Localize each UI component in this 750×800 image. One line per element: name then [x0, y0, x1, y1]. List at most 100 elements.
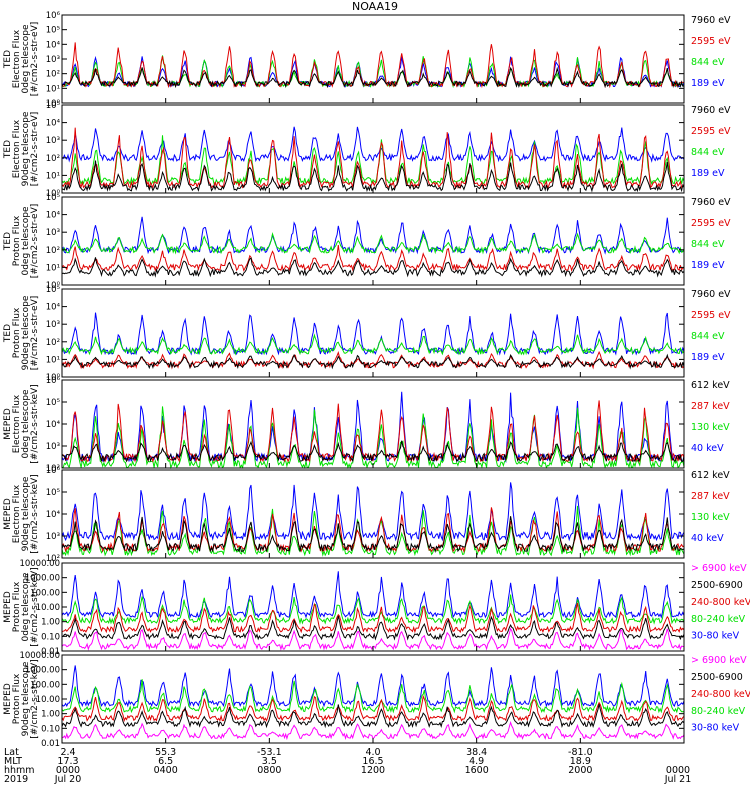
ylabel-6-1: MEPED [3, 498, 13, 530]
xtick-label-3-1: -53.1 [257, 747, 282, 758]
ylabel-7-4: [#/cm2-s-str-keV] [30, 567, 40, 646]
ytick-label-5-5: 10⁶ [46, 376, 61, 386]
ylabel-8-3: 90deg telescope [21, 661, 31, 736]
xaxis-row-label-4: 2019 [4, 774, 28, 785]
legend-entry-5-1: 612 keV [691, 380, 730, 391]
legend-entry-6-3: 130 keV [691, 512, 730, 523]
series-line-7-4 [61, 594, 685, 625]
ylabel-6-2: Electron Flux [12, 484, 22, 543]
ylabel-2-2: Electron Flux [12, 119, 22, 178]
ytick-label-1-1: 10⁰ [46, 99, 61, 109]
xtick-label-1-4: Jul 20 [54, 774, 82, 785]
series-line-7-5 [61, 571, 685, 619]
series-line-7-3 [61, 602, 685, 634]
series-line-8-3 [61, 694, 685, 723]
legend-entry-7-2: 2500-6900 [691, 580, 743, 591]
ylabel-6-3: 90deg telescope [21, 476, 31, 551]
series-line-6-3 [61, 505, 685, 557]
panel-6: 10² 10³ 10⁴ 10⁵ 10⁶ MEPED Electron Flux 90deg t… [3, 466, 730, 564]
series-line-3-2 [61, 244, 685, 273]
xtick-label-2-1: 55.3 [155, 747, 176, 758]
legend-entry-8-4: 80-240 keV [691, 706, 746, 717]
xtick-label-4-2: 16.5 [362, 756, 383, 767]
ytick-label-2-6: 10⁵ [46, 101, 60, 111]
legend-entry-4-1: 7960 eV [691, 289, 731, 300]
ytick-label-1-5: 10⁴ [46, 40, 61, 50]
ytick-label-6-3: 10⁴ [46, 510, 61, 520]
legend-entry-6-4: 40 keV [691, 533, 724, 544]
ytick-label-4-4: 10³ [46, 320, 60, 330]
series-line-8-4 [61, 679, 685, 714]
panel-frame-1 [61, 14, 685, 104]
series-line-4-3 [61, 333, 685, 356]
ytick-label-3-6: 10⁵ [46, 193, 60, 203]
series-line-4-1 [61, 353, 685, 370]
ytick-label-8-1: 0.01 [41, 739, 60, 749]
ytick-label-8-2: 0.10 [41, 724, 60, 734]
panel-5: 10² 10³ 10⁴ 10⁵ 10⁶ MEPED Electron Flux 0deg te… [3, 376, 730, 474]
legend-entry-5-2: 287 keV [691, 401, 730, 412]
legend-entry-7-3: 240-800 keV [691, 597, 750, 608]
panel-2: 10⁰ 10¹ 10² 10³ 10⁴ 10⁵ TED Electron Flux 90deg … [3, 101, 731, 199]
legend-entry-1-2: 2595 eV [691, 36, 731, 47]
ylabel-7-3: 0deg telescope [21, 572, 31, 642]
ytick-label-4-2: 10¹ [46, 355, 60, 365]
series-line-3-4 [61, 216, 685, 255]
ytick-label-4-5: 10⁴ [46, 303, 61, 313]
legend-entry-8-1: > 6900 keV [691, 655, 747, 666]
series-line-7-2 [61, 615, 685, 641]
ytick-label-3-1: 10⁰ [46, 281, 61, 291]
ytick-label-7-3: 1.00 [41, 618, 60, 628]
chart-title: NOAA19 [351, 0, 399, 13]
ytick-label-7-6: 1000.00 [25, 574, 60, 584]
ytick-label-8-7: 10000.00 [19, 651, 60, 661]
ytick-label-4-1: 10⁰ [46, 373, 61, 383]
ylabel-4-3: 90deg telescope [21, 295, 31, 370]
xtick-label-4-1: 4.0 [365, 747, 380, 758]
legend-entry-8-3: 240-800 keV [691, 689, 750, 700]
ylabel-2-4: [#/cm2-s-str-eV] [30, 112, 40, 187]
ylabel-3-4: [#/cm2-s-str-eV] [30, 204, 40, 279]
ytick-label-8-5: 100.00 [30, 680, 60, 690]
legend-entry-4-3: 844 eV [691, 331, 725, 342]
xtick-label-6-2: 18.9 [570, 756, 591, 767]
ytick-label-2-3: 10² [46, 154, 60, 164]
ylabel-8-2: Proton Flux [12, 673, 22, 724]
xaxis-row-label-1: Lat [4, 747, 19, 758]
ytick-label-2-1: 10⁰ [46, 189, 61, 199]
legend-entry-7-1: > 6900 keV [691, 563, 747, 574]
series-line-5-4 [61, 391, 685, 464]
legend-entry-5-3: 130 keV [691, 422, 730, 433]
ytick-label-1-2: 10¹ [46, 84, 60, 94]
legend-entry-5-4: 40 keV [691, 443, 724, 454]
ytick-label-7-5: 100.00 [30, 588, 60, 598]
panel-frame-3 [61, 196, 685, 286]
legend-entry-2-3: 844 eV [691, 147, 725, 158]
ytick-label-1-6: 10⁵ [46, 26, 60, 36]
ytick-label-1-7: 10⁶ [46, 11, 61, 21]
ytick-label-3-4: 10³ [46, 228, 60, 238]
ytick-label-4-6: 10⁵ [46, 285, 60, 295]
xtick-label-5-1: 38.4 [466, 747, 487, 758]
ylabel-4-2: Proton Flux [12, 307, 22, 358]
panel-1: 10⁰ 10¹ 10² 10³ 10⁴ 10⁵ 10⁶ TED Electron Flux 0de… [3, 11, 731, 109]
series-line-2-2 [61, 127, 685, 190]
legend-entry-4-2: 2595 eV [691, 310, 731, 321]
legend-entry-6-1: 612 keV [691, 470, 730, 481]
ylabel-3-2: Proton Flux [12, 215, 22, 266]
ytick-label-1-3: 10² [46, 70, 60, 80]
ylabel-7-1: MEPED [3, 591, 13, 623]
ytick-label-3-5: 10⁴ [46, 211, 61, 221]
ylabel-3-1: TED [3, 232, 13, 251]
xtick-label-6-3: 2000 [568, 765, 592, 776]
ylabel-7-2: Proton Flux [12, 581, 22, 632]
ytick-label-6-2: 10³ [46, 532, 60, 542]
ytick-label-2-2: 10¹ [46, 171, 60, 181]
ytick-label-2-5: 10⁴ [46, 119, 61, 129]
ytick-label-7-4: 10.00 [36, 603, 60, 613]
legend-entry-4-4: 189 eV [691, 352, 725, 363]
ytick-label-5-2: 10³ [46, 442, 60, 452]
xtick-label-4-3: 1200 [361, 765, 385, 776]
panel-3: 10⁰ 10¹ 10² 10³ 10⁴ 10⁵ TED Proton Flux 0deg tel… [3, 193, 731, 291]
ytick-label-4-3: 10² [46, 338, 60, 348]
